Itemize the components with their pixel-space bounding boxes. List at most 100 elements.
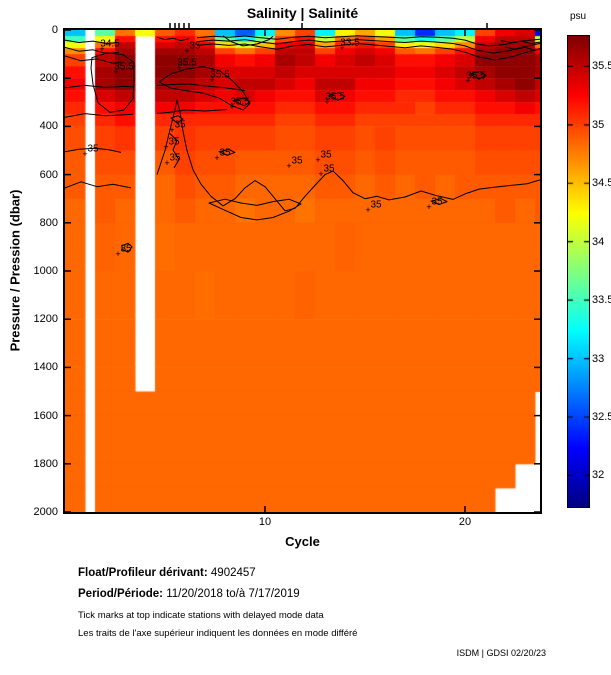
colorbar-gradient	[568, 36, 589, 507]
contour-label-anchor: +	[184, 45, 190, 56]
contour-label: 35	[168, 136, 180, 148]
note-french: Les traits de l'axe supérieur indiquent …	[78, 628, 358, 639]
contour-line	[65, 55, 122, 64]
contour-label-anchor: +	[315, 155, 321, 166]
contour-line	[65, 147, 122, 153]
contour-line	[121, 242, 133, 253]
colorbar-tick-label: 34.5	[592, 177, 611, 190]
contour-line	[170, 115, 184, 124]
contour-label-anchor: +	[214, 152, 220, 163]
contour-line	[169, 133, 180, 169]
float-id-line: Float/Profileur dérivant: 4902457	[78, 567, 256, 579]
contour-label: 33.5	[340, 37, 360, 49]
contour-line	[156, 83, 246, 92]
contour-line	[233, 97, 251, 107]
y-tick-label: 2000	[33, 506, 58, 518]
contour-line	[65, 84, 134, 89]
contour-label-anchor: +	[229, 102, 235, 113]
contour-label: 35	[291, 155, 303, 167]
colorbar-unit-label: psu	[569, 11, 587, 22]
contour-label: 35.5	[325, 91, 345, 103]
contour-label-anchor: +	[99, 43, 105, 54]
colorbar-tick-label: 35.5	[592, 60, 611, 73]
contour-label-anchor: +	[209, 74, 215, 85]
contour-label: 35	[87, 143, 99, 155]
contour-line	[90, 52, 135, 113]
y-tick-label: 1800	[33, 457, 58, 470]
colorbar-frame	[567, 35, 590, 508]
contour-line	[218, 149, 236, 156]
contour-label: 35.5	[466, 70, 486, 82]
contour-line	[208, 198, 302, 221]
contour-label: 35.5	[177, 57, 197, 69]
contour-line	[196, 43, 540, 61]
contour-label-anchor: +	[426, 202, 432, 213]
float-id-label: Float/Profileur dérivant:	[78, 567, 208, 579]
period-label: Period/Période:	[78, 588, 163, 600]
contour-line	[500, 40, 540, 44]
contour-label: 35	[431, 196, 443, 208]
contour-line	[65, 181, 132, 189]
contour-label-anchor: +	[318, 168, 324, 179]
colorbar-tick-label: 35	[592, 118, 605, 131]
salinity-heatmap	[65, 30, 540, 512]
plot-title: Salinity | Salinité	[246, 5, 359, 21]
contour-label-anchor: +	[286, 161, 292, 172]
y-tick-label: 0	[51, 24, 58, 36]
contour-label: 35.5	[210, 69, 230, 81]
y-tick-label: 1600	[33, 409, 58, 422]
y-tick-label: 1400	[33, 361, 58, 374]
credit-text: ISDM | GDSI 02/20/23	[456, 648, 546, 658]
colorbar-tick-label: 33.5	[592, 294, 611, 307]
colorbar-tick-label: 33	[592, 352, 605, 365]
contour-label-anchor: +	[115, 249, 121, 260]
float-id-value: 4902457	[207, 567, 256, 579]
colorbar-tick-label: 34	[592, 235, 605, 248]
contour-line	[196, 35, 540, 47]
contour-label-anchor: +	[365, 204, 371, 215]
x-tick-label: 10	[258, 516, 272, 528]
colorbar-tick-label: 32	[592, 469, 605, 482]
contour-line	[430, 198, 448, 205]
contour-line	[156, 109, 228, 114]
y-tick-label: 800	[39, 216, 58, 229]
contour-label-anchor: +	[82, 149, 88, 160]
period-value: 11/20/2018 to/à 7/17/2019	[163, 588, 300, 600]
colorbar-tick-label: 32.5	[592, 411, 611, 423]
contour-label: 35.5	[114, 61, 134, 73]
contour-line	[65, 113, 134, 118]
contour-label-anchor: +	[164, 157, 170, 168]
contour-label: 35	[120, 243, 132, 255]
contour-line	[65, 46, 120, 55]
contour-label-anchor: +	[176, 63, 182, 74]
y-tick-label: 200	[39, 72, 58, 85]
y-tick-label: 1000	[33, 265, 58, 277]
x-axis-label: Cycle	[285, 534, 320, 549]
contour-line	[504, 46, 540, 51]
y-tick-label: 1200	[33, 313, 58, 326]
contour-line	[65, 39, 120, 44]
contour-label-anchor: +	[465, 75, 471, 86]
contour-line	[222, 35, 274, 47]
y-tick-label: 400	[39, 120, 58, 133]
x-tick-label: 20	[458, 516, 472, 528]
contour-line	[156, 36, 190, 42]
contour-label-anchor: +	[163, 142, 169, 153]
contour-label-anchor: +	[169, 125, 175, 136]
contour-lines-overlay	[65, 23, 540, 512]
contour-label: 35	[219, 147, 231, 159]
contour-label: 34.5	[100, 38, 120, 50]
contour-label: 35	[169, 152, 181, 164]
contour-label: 35	[320, 149, 332, 161]
contour-line	[158, 66, 251, 111]
contour-line	[196, 39, 540, 54]
contour-label: 35	[174, 119, 186, 131]
contour-label: 35	[370, 199, 382, 211]
contour-line	[328, 92, 346, 101]
contour-label-anchor: +	[339, 43, 345, 54]
contour-label: 35.5	[230, 96, 250, 108]
contour-label: 35	[189, 40, 201, 52]
contour-label: 35	[323, 163, 335, 175]
y-tick-label: 600	[39, 168, 58, 181]
